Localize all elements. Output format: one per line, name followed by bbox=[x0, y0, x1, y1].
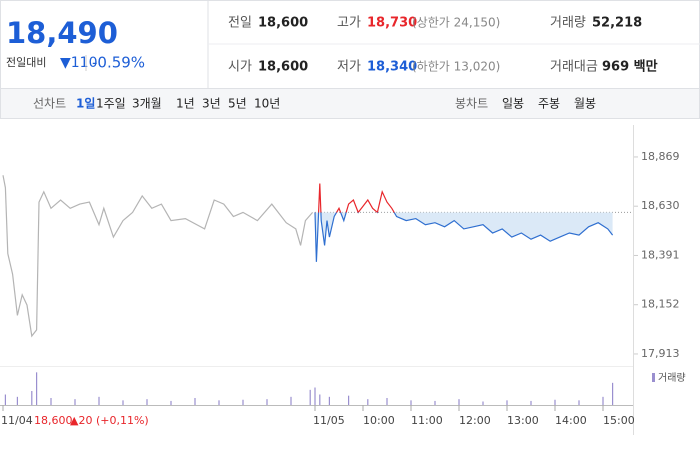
volume-bar bbox=[16, 396, 18, 405]
area-fill bbox=[315, 212, 613, 262]
volume-bar bbox=[4, 394, 6, 405]
volume-bar bbox=[50, 398, 52, 405]
volume-bar bbox=[458, 399, 460, 405]
y-tick-label: 18,869 bbox=[641, 150, 680, 163]
x-tick-label: 11/04 bbox=[1, 414, 33, 427]
annotation-change: ▲20 (+0,11%) bbox=[70, 414, 149, 427]
stat-label: 거래대금 bbox=[550, 60, 598, 75]
volume-bar bbox=[194, 398, 196, 405]
stat-value: 969 백만 bbox=[602, 59, 658, 75]
legend-swatch bbox=[652, 373, 655, 382]
change-label: 전일대비 bbox=[6, 55, 46, 69]
volume-bar bbox=[578, 400, 580, 405]
stat-note: (하한가 13,020) bbox=[412, 60, 500, 74]
x-tick-label: 10:00 bbox=[363, 414, 395, 427]
y-tick-label: 18,630 bbox=[641, 199, 680, 212]
volume-bar bbox=[612, 382, 614, 405]
x-tick-label: 12:00 bbox=[459, 414, 491, 427]
volume-bar bbox=[74, 399, 76, 405]
tab[interactable]: 1년 bbox=[176, 97, 195, 111]
volume-bar bbox=[348, 395, 350, 405]
volume-bar bbox=[122, 400, 124, 405]
tab[interactable]: 1일 bbox=[76, 97, 95, 111]
volume-bar bbox=[170, 400, 172, 405]
volume-bar bbox=[367, 399, 369, 405]
stat-value: 18,730 bbox=[367, 16, 417, 31]
volume-bar bbox=[290, 396, 292, 405]
stat-label: 고가 bbox=[337, 16, 361, 31]
x-tick-label: 11:00 bbox=[411, 414, 443, 427]
x-tick-label: 11/05 bbox=[313, 414, 345, 427]
volume-bar bbox=[242, 399, 244, 405]
y-tick-label: 18,391 bbox=[641, 248, 680, 261]
volume-bar bbox=[266, 399, 268, 405]
stat-value: 18,340 bbox=[367, 60, 417, 75]
volume-bar bbox=[554, 399, 556, 405]
stat-value: 18,600 bbox=[258, 16, 308, 31]
volume-bar bbox=[31, 391, 33, 405]
stat-value: 18,600 bbox=[258, 60, 308, 75]
x-tick-label: 13:00 bbox=[507, 414, 539, 427]
price-line bbox=[314, 183, 614, 262]
price: 18,490 bbox=[6, 16, 118, 50]
stat-value: 52,218 bbox=[592, 16, 642, 31]
tab[interactable]: 1주일 bbox=[96, 97, 126, 111]
tab[interactable]: 3년 bbox=[202, 97, 221, 111]
volume-bar bbox=[434, 400, 436, 405]
y-tick-label: 17,913 bbox=[641, 347, 680, 360]
tab[interactable]: 월봉 bbox=[574, 97, 596, 111]
volume-bar bbox=[319, 394, 321, 405]
volume-bar bbox=[309, 389, 311, 405]
tab-group-label: 선차트 bbox=[33, 97, 66, 111]
tab[interactable]: 10년 bbox=[254, 97, 280, 111]
stat-label: 저가 bbox=[337, 60, 361, 75]
volume-bar bbox=[482, 401, 484, 405]
stat-label: 전일 bbox=[228, 16, 252, 31]
tab[interactable]: 3개월 bbox=[132, 97, 162, 111]
volume-bar bbox=[386, 398, 388, 405]
tab[interactable]: 일봉 bbox=[502, 97, 524, 111]
stat-note: (상한가 24,150) bbox=[412, 16, 500, 30]
price-line bbox=[2, 175, 314, 338]
volume-bar bbox=[328, 396, 330, 405]
x-tick-label: 14:00 bbox=[555, 414, 587, 427]
stat-label: 거래량 bbox=[550, 16, 586, 31]
volume-bar bbox=[506, 400, 508, 405]
tab[interactable]: 5년 bbox=[228, 97, 247, 111]
volume-bar bbox=[218, 400, 220, 405]
volume-bar bbox=[602, 396, 604, 405]
volume-bar bbox=[314, 387, 316, 405]
annotation-close: 18,600 bbox=[34, 414, 73, 427]
volume-bar bbox=[36, 372, 38, 405]
y-tick-label: 18,152 bbox=[641, 298, 680, 311]
tab[interactable]: 주봉 bbox=[538, 97, 560, 111]
change: ▼110 bbox=[60, 55, 98, 71]
volume-bar bbox=[98, 396, 100, 405]
volume-bar bbox=[146, 399, 148, 405]
volume-bar bbox=[530, 400, 532, 405]
stat-label: 시가 bbox=[228, 60, 252, 75]
x-tick-label: 15:00 bbox=[603, 414, 635, 427]
change-pct: -0.59% bbox=[92, 54, 145, 72]
legend-label: 거래량 bbox=[658, 372, 686, 384]
volume-bar bbox=[410, 400, 412, 405]
tab-group-label: 봉차트 bbox=[455, 97, 488, 111]
